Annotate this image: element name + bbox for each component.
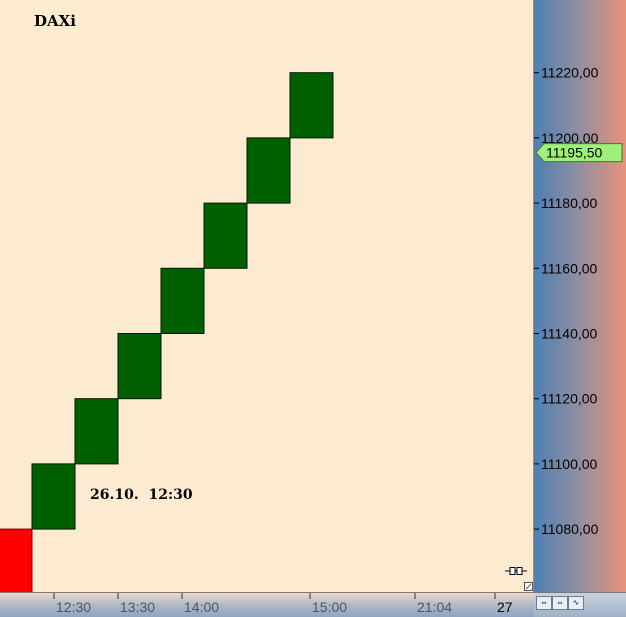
link-icon[interactable] xyxy=(505,566,527,576)
y-tick-label: 11100,00 xyxy=(541,456,598,472)
y-tick-label: 11080,00 xyxy=(541,521,599,537)
scroll-arrows-icon[interactable]: ↔ xyxy=(536,596,552,610)
x-tick-label: 27 xyxy=(497,599,513,615)
renko-brick xyxy=(289,72,334,139)
resize-grip-icon[interactable] xyxy=(524,582,533,591)
chart-toolbar: ↔ ⇔ ∿ xyxy=(534,592,626,617)
time-axis-labels: 12:30 13:30 14:00 15:00 21:04 27 xyxy=(53,593,513,615)
y-tick-label: 11160,00 xyxy=(541,260,598,276)
renko-chart xyxy=(0,72,334,592)
y-tick-label: 11200,00 xyxy=(541,130,599,146)
y-tick-label: 11120,00 xyxy=(541,391,598,407)
renko-brick xyxy=(117,332,162,400)
zoom-arrows-icon[interactable]: ⇔ xyxy=(552,596,568,610)
renko-brick xyxy=(203,202,248,269)
x-tick-label: 12:30 xyxy=(56,599,91,615)
current-price-marker xyxy=(535,143,623,163)
chart-title: DAXi xyxy=(34,12,76,30)
time-axis[interactable]: 12:30 13:30 14:00 15:00 21:04 27 xyxy=(0,592,534,617)
renko-brick xyxy=(74,398,119,465)
renko-brick xyxy=(246,137,291,204)
renko-brick xyxy=(31,463,76,530)
price-axis[interactable]: 11080,00 11100,00 11120,00 11140,00 11160,00… xyxy=(534,0,626,592)
plot-area[interactable]: DAXi 26.10. 12:30 xyxy=(0,0,534,592)
renko-brick xyxy=(0,528,33,592)
price-axis-labels: 11080,00 11100,00 11120,00 11140,00 11160,00… xyxy=(534,65,623,537)
chart-wave-icon[interactable]: ∿ xyxy=(568,596,584,610)
y-tick-label: 11140,00 xyxy=(541,325,598,341)
x-tick-label: 21:04 xyxy=(417,599,452,615)
current-price-label: 11195,50 xyxy=(546,145,603,161)
renko-brick xyxy=(160,267,205,334)
x-tick-label: 15:00 xyxy=(312,599,347,615)
x-tick-label: 14:00 xyxy=(184,599,219,615)
date-annotation: 26.10. 12:30 xyxy=(90,487,193,503)
x-tick-label: 13:30 xyxy=(120,599,155,615)
y-tick-label: 11220,00 xyxy=(541,65,599,81)
y-tick-label: 11180,00 xyxy=(541,195,598,211)
